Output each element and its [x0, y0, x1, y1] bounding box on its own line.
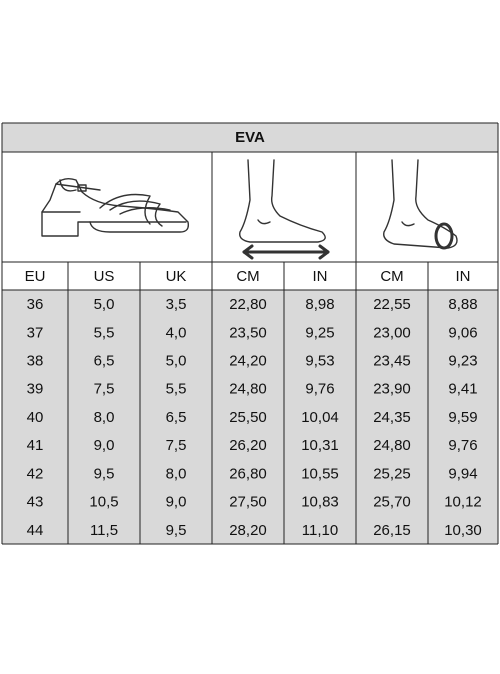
cell: 26,80	[229, 465, 267, 482]
foot-length-icon	[239, 159, 330, 260]
cell: 9,41	[448, 381, 477, 398]
cell: 6,5	[94, 353, 115, 370]
cell: 41	[27, 437, 44, 454]
data-background	[2, 290, 498, 544]
cell: 11,10	[302, 522, 338, 539]
column-header: US	[94, 268, 115, 285]
cell: 24,80	[229, 381, 267, 398]
column-header: EU	[25, 268, 46, 285]
cell: 10,31	[301, 437, 339, 454]
cell: 23,50	[229, 324, 267, 341]
sandal-icon	[41, 177, 190, 237]
cell: 5,5	[166, 381, 187, 398]
cell: 5,0	[166, 353, 187, 370]
cell: 25,50	[229, 409, 267, 426]
cell: 26,20	[229, 437, 267, 454]
cell: 42	[27, 465, 44, 482]
cells: EU US UK CM IN CM IN 36 5,0 3,5 22,80 8,98 22,55 8,88…	[25, 268, 482, 539]
cell: 9,94	[448, 465, 477, 482]
cell: 6,5	[166, 409, 187, 426]
cell: 4,0	[166, 324, 187, 341]
cell: 43	[27, 494, 44, 511]
cell: 5,5	[94, 324, 115, 341]
cell: 9,5	[166, 522, 187, 539]
cell: 9,0	[94, 437, 115, 454]
column-header: UK	[166, 268, 187, 285]
cell: 7,5	[166, 437, 187, 454]
cell: 8,88	[448, 296, 477, 313]
cell: 11,5	[90, 522, 118, 539]
cell: 26,15	[373, 522, 411, 539]
cell: 23,90	[373, 381, 411, 398]
cell: 38	[27, 353, 44, 370]
cell: 40	[27, 409, 44, 426]
column-header: CM	[236, 268, 259, 285]
cell: 8,98	[305, 296, 334, 313]
cell: 28,20	[229, 522, 267, 539]
cell: 3,5	[166, 296, 187, 313]
cell: 9,59	[448, 409, 477, 426]
cell: 9,5	[94, 465, 115, 482]
cell: 27,50	[229, 494, 267, 511]
cell: 9,06	[448, 324, 477, 341]
cell: 10,30	[444, 522, 482, 539]
cell: 23,00	[373, 324, 411, 341]
cell: 8,0	[94, 409, 115, 426]
table-title: EVA	[235, 129, 265, 146]
cell: 24,80	[373, 437, 411, 454]
grid-lines	[1, 122, 499, 545]
cell: 9,76	[305, 381, 334, 398]
cell: 24,20	[229, 353, 267, 370]
cell: 36	[27, 296, 44, 313]
cell: 10,12	[444, 494, 482, 511]
cell: 10,04	[301, 409, 339, 426]
title-row	[2, 123, 498, 152]
cell: 9,53	[305, 353, 334, 370]
column-header: IN	[313, 268, 328, 285]
cell: 24,35	[373, 409, 411, 426]
cell: 9,76	[448, 437, 477, 454]
cell: 44	[27, 522, 44, 539]
cell: 7,5	[94, 381, 115, 398]
cell: 10,5	[89, 494, 118, 511]
foot-width-icon	[383, 159, 458, 250]
cell: 25,70	[373, 494, 411, 511]
cell: 9,0	[166, 494, 187, 511]
cell: 5,0	[94, 296, 115, 313]
column-header: IN	[456, 268, 471, 285]
cell: 23,45	[373, 353, 411, 370]
cell: 10,83	[301, 494, 339, 511]
cell: 37	[27, 324, 44, 341]
cell: 22,55	[373, 296, 411, 313]
cell: 9,25	[305, 324, 334, 341]
cell: 10,55	[301, 465, 339, 482]
cell: 22,80	[229, 296, 267, 313]
cell: 8,0	[166, 465, 187, 482]
cell: 9,23	[448, 353, 477, 370]
cell: 25,25	[373, 465, 411, 482]
column-header: CM	[380, 268, 403, 285]
cell: 39	[27, 381, 44, 398]
